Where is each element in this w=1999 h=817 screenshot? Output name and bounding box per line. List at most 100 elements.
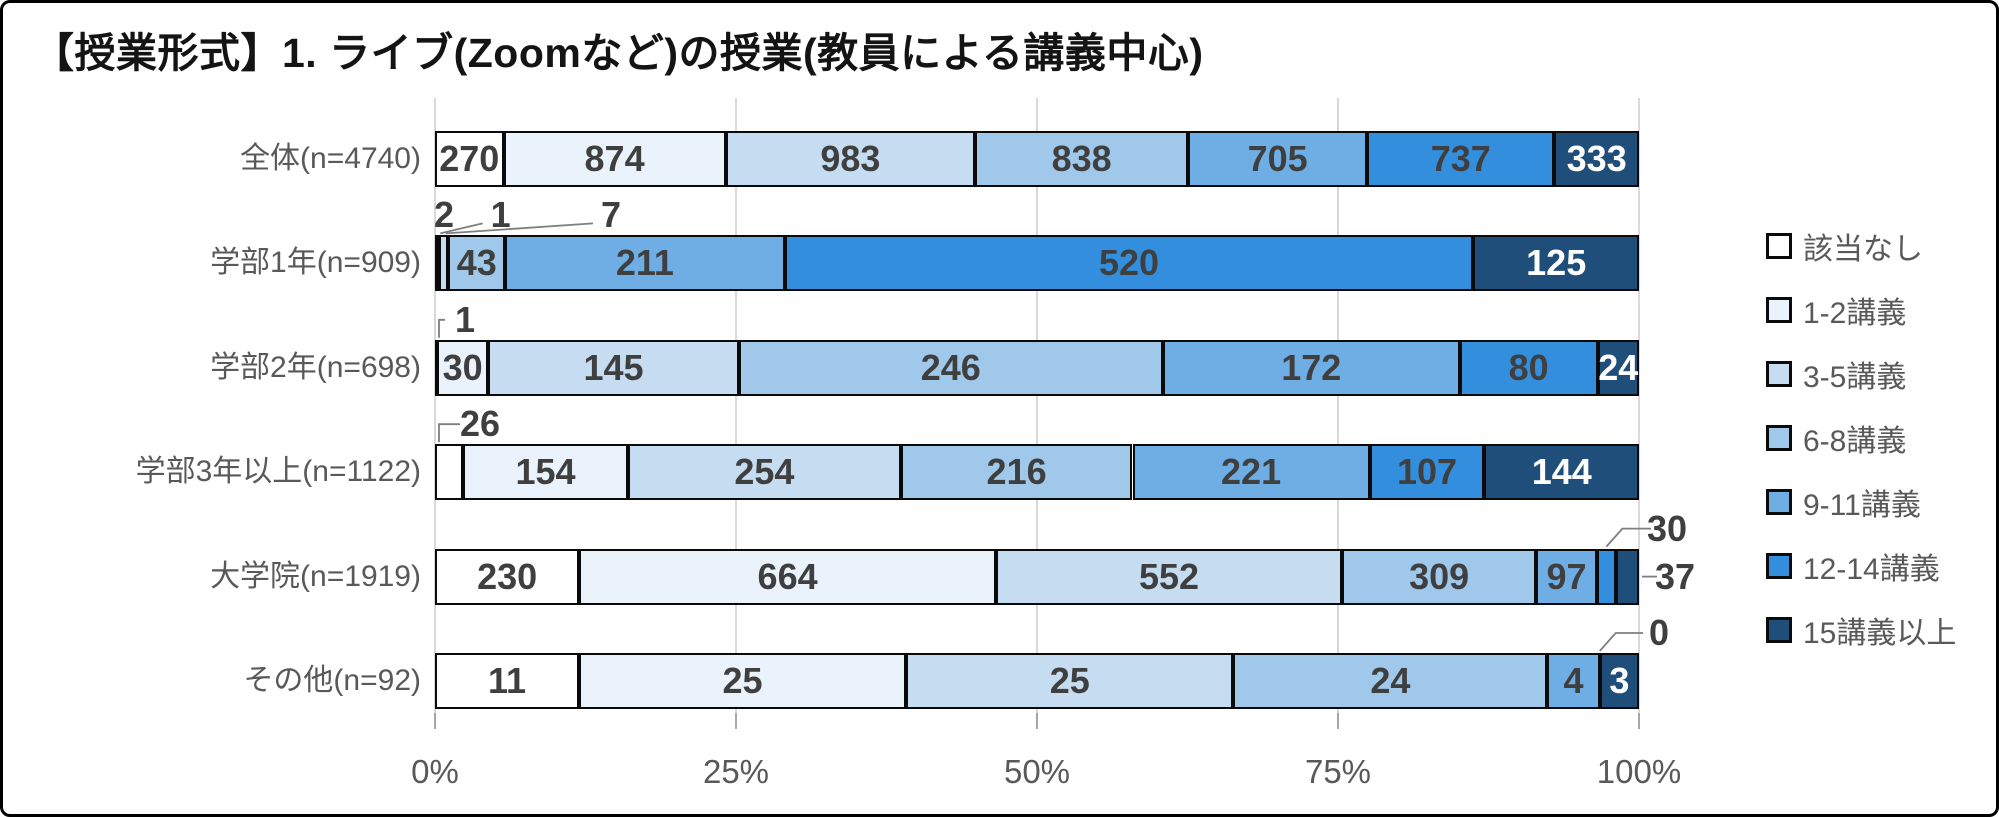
bar-segment: 172	[1162, 339, 1460, 396]
callout-label: 1	[454, 298, 476, 340]
bar-segment-label: 664	[757, 555, 818, 597]
legend-label: 1-2講義	[1803, 297, 1907, 330]
leader-line	[1605, 527, 1651, 548]
legend-label: 3-5講義	[1803, 361, 1907, 394]
legend-label: 該当なし	[1803, 233, 1923, 266]
bar-segment-label: 333	[1566, 138, 1627, 179]
legend-swatch-icon	[1766, 297, 1792, 323]
callout-label: 7	[600, 194, 621, 236]
legend-item: 1-2講義	[1766, 288, 1906, 332]
legend-swatch-icon	[1766, 489, 1792, 515]
bar-segment: 30	[436, 339, 489, 396]
bar-segment-label: 107	[1397, 451, 1458, 493]
bar-segment-label: 172	[1281, 346, 1342, 388]
bar-segment-label: 216	[986, 451, 1047, 493]
bar-segment: 24	[1233, 653, 1548, 709]
bar-segment: 25	[906, 653, 1234, 709]
gridline	[1036, 98, 1038, 713]
legend-item: 6-8講義	[1766, 416, 1906, 460]
gridline	[735, 98, 737, 713]
bar-segment: 270	[435, 131, 504, 187]
bar-segment: 520	[784, 235, 1474, 292]
gridline	[1337, 98, 1339, 713]
bar-segment: 145	[488, 339, 739, 396]
bar-segment: 154	[462, 444, 629, 501]
axis-tick	[434, 713, 436, 729]
chart-title: 【授業形式】1. ライブ(Zoomなど)の授業(教員による講義中心)	[33, 30, 1204, 76]
callout-label: 0	[1648, 612, 1670, 653]
legend-swatch-icon	[1766, 361, 1792, 387]
gridline	[1638, 98, 1640, 713]
bar-segment-label: 25	[1049, 660, 1090, 701]
bar-segment-label: 80	[1508, 346, 1549, 388]
bar-segment: 97	[1536, 548, 1597, 605]
leader-line	[1599, 632, 1643, 652]
bar-segment-label: 30	[442, 346, 483, 388]
bar-segment: 705	[1188, 131, 1368, 187]
category-label: 学部3年以上(n=1122)	[135, 455, 421, 489]
axis-tick	[1036, 713, 1038, 729]
bar-segment: 333	[1554, 131, 1639, 187]
bar-segment: 309	[1342, 548, 1537, 605]
callout-label: 2	[433, 194, 455, 236]
bar-segment	[1596, 548, 1616, 605]
bar-segment-label: 97	[1546, 555, 1587, 597]
category-label: 全体(n=4740)	[240, 142, 421, 175]
legend-label: 15講義以上	[1803, 617, 1957, 650]
bar-segment: 11	[435, 653, 579, 709]
bar-segment: 221	[1132, 444, 1370, 501]
bar-segment-label: 737	[1430, 138, 1491, 179]
bar-segment-label: 145	[583, 346, 644, 388]
bar-segment: 4	[1547, 653, 1600, 709]
gridline	[434, 98, 436, 713]
bar-segment: 25	[578, 653, 907, 709]
bar-segment-label: 144	[1531, 451, 1592, 493]
bar-segment-label: 552	[1139, 555, 1200, 597]
callout-label: 30	[1646, 507, 1688, 549]
bar-segment-label: 705	[1247, 138, 1308, 179]
bar-segment-label: 125	[1526, 242, 1587, 284]
bar-segment: 211	[505, 235, 785, 292]
bar-segment: 838	[975, 131, 1189, 187]
axis-tick	[1638, 713, 1640, 729]
legend-swatch-icon	[1766, 553, 1792, 579]
bar-segment: 43	[448, 235, 506, 292]
x-tick-label: 100%	[1596, 753, 1682, 790]
bar-segment: 216	[900, 444, 1133, 501]
legend-item: 15講義以上	[1766, 608, 1956, 652]
bar-segment-label: 25	[722, 660, 763, 701]
bar-segment-label: 838	[1051, 138, 1112, 179]
bar-segment-label: 309	[1409, 555, 1470, 597]
bar-segment: 125	[1473, 235, 1639, 292]
legend-swatch-icon	[1766, 233, 1792, 259]
bar-segment-label: 983	[820, 138, 881, 179]
bar-segment-label: 254	[734, 451, 795, 493]
bar-segment-label: 520	[1099, 242, 1160, 284]
bar-segment-label: 221	[1221, 451, 1282, 493]
callout-label: 37	[1654, 555, 1696, 597]
category-label: その他(n=92)	[243, 664, 421, 697]
x-tick-label: 0%	[411, 753, 459, 790]
axis-tick	[1337, 713, 1339, 729]
bar-segment	[435, 444, 463, 501]
legend-label: 6-8講義	[1803, 425, 1907, 458]
category-label: 学部1年(n=909)	[210, 246, 421, 280]
bar-segment: 80	[1459, 339, 1598, 396]
x-tick-label: 25%	[702, 753, 770, 790]
bar-segment: 107	[1369, 444, 1485, 501]
callout-label: 26	[459, 403, 501, 445]
leader-line	[445, 222, 594, 235]
bar-segment: 874	[503, 131, 726, 187]
bar-segment-label: 874	[584, 138, 645, 179]
bar-segment	[1615, 548, 1639, 605]
legend-swatch-icon	[1766, 425, 1792, 451]
bar-segment: 24	[1597, 339, 1639, 396]
bar-segment-label: 3	[1609, 660, 1630, 701]
bar-segment: 246	[738, 339, 1163, 396]
legend-label: 9-11講義	[1803, 489, 1921, 522]
callout-label: 1	[490, 194, 511, 236]
bar-segment-label: 24	[1370, 660, 1411, 701]
bar-segment	[438, 235, 449, 292]
bar-segment-label: 246	[920, 346, 981, 388]
